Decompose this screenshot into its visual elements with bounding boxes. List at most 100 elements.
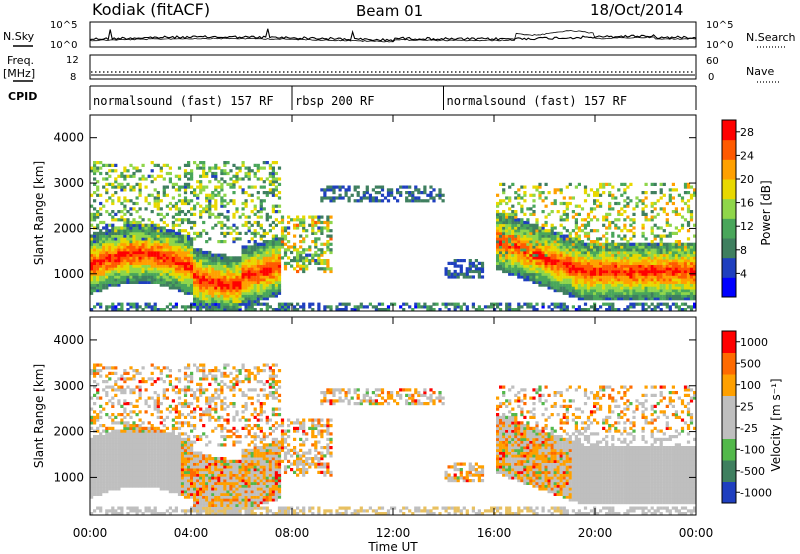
heatmap-cell xyxy=(499,267,503,271)
heatmap-cell xyxy=(662,278,666,282)
heatmap-cell xyxy=(99,267,103,271)
heatmap-cell xyxy=(674,297,678,301)
heatmap-cell xyxy=(244,291,248,295)
heatmap-cell xyxy=(238,294,242,298)
heatmap-cell xyxy=(144,278,148,282)
heatmap-cell xyxy=(102,275,106,279)
heatmap-cell xyxy=(680,289,685,293)
heatmap-cell xyxy=(117,440,121,444)
heatmap-cell xyxy=(165,223,169,227)
heatmap-cell xyxy=(517,253,521,257)
heatmap-cell xyxy=(153,240,157,244)
heatmap-cell xyxy=(274,210,278,214)
heatmap-cell xyxy=(111,506,115,510)
heatmap-cell xyxy=(277,256,282,260)
heatmap-cell xyxy=(114,234,118,238)
heatmap-cell xyxy=(123,470,127,474)
heatmap-cell xyxy=(208,264,212,268)
heatmap-cell xyxy=(529,245,533,249)
heatmap-cell xyxy=(220,199,224,203)
heatmap-cell xyxy=(593,193,597,197)
heatmap-cell xyxy=(447,269,451,274)
heatmap-cell xyxy=(538,267,542,271)
heatmap-cell xyxy=(559,231,563,235)
heatmap-cell xyxy=(302,269,306,274)
heatmap-cell xyxy=(541,223,545,227)
heatmap-cell xyxy=(193,280,197,284)
heatmap-cell xyxy=(320,267,324,271)
heatmap-cell xyxy=(629,305,633,309)
heatmap-cell xyxy=(193,294,197,298)
heatmap-cell xyxy=(608,223,612,227)
heatmap-cell xyxy=(686,286,691,290)
heatmap-cell xyxy=(565,234,569,238)
heatmap-cell xyxy=(614,278,618,282)
heatmap-cell xyxy=(102,163,106,167)
heatmap-cell xyxy=(256,253,260,257)
heatmap-cell xyxy=(674,207,678,211)
heatmap-cell xyxy=(102,237,106,241)
heatmap-cell xyxy=(120,440,124,444)
heatmap-cell xyxy=(638,261,642,265)
heatmap-cell xyxy=(190,245,194,249)
heatmap-cell xyxy=(247,220,251,225)
heatmap-cell xyxy=(565,275,569,279)
heatmap-cell xyxy=(668,294,672,298)
heatmap-cell xyxy=(165,171,169,176)
heatmap-cell xyxy=(277,264,282,268)
heatmap-cell xyxy=(123,454,127,458)
heatmap-cell xyxy=(144,242,148,246)
heatmap-cell xyxy=(329,267,333,271)
heatmap-cell xyxy=(480,261,485,265)
heatmap-cell xyxy=(617,269,621,274)
heatmap-cell xyxy=(302,264,306,268)
heatmap-cell xyxy=(599,250,603,255)
heatmap-cell xyxy=(199,261,203,265)
heatmap-cell xyxy=(111,231,115,235)
heatmap-cell xyxy=(196,269,200,274)
heatmap-cell xyxy=(308,223,312,227)
heatmap-cell xyxy=(647,269,651,274)
heatmap-cell xyxy=(202,267,206,271)
heatmap-cell xyxy=(217,253,221,257)
heatmap-cell xyxy=(211,264,215,268)
heatmap-cell xyxy=(623,272,627,276)
heatmap-cell xyxy=(656,267,660,271)
heatmap-cell xyxy=(326,248,330,252)
heatmap-cell xyxy=(120,210,124,214)
heatmap-cell xyxy=(508,196,512,200)
heatmap-cell xyxy=(211,226,215,230)
heatmap-cell xyxy=(674,302,678,306)
heatmap-cell xyxy=(659,308,663,312)
heatmap-cell xyxy=(135,264,139,268)
heatmap-cell xyxy=(277,182,282,186)
heatmap-cell xyxy=(247,177,251,181)
heatmap-cell xyxy=(274,294,278,298)
heatmap-cell xyxy=(620,212,624,216)
heatmap-cell xyxy=(562,308,566,312)
heatmap-cell xyxy=(638,253,642,257)
heatmap-cell xyxy=(99,506,103,510)
heatmap-cell xyxy=(571,291,575,295)
heatmap-cell xyxy=(390,302,394,306)
heatmap-cell xyxy=(450,302,454,306)
heatmap-cell xyxy=(111,426,115,430)
heatmap-cell xyxy=(674,269,678,274)
heatmap-cell xyxy=(259,248,263,252)
heatmap-cell xyxy=(638,242,642,246)
heatmap-cell xyxy=(674,275,678,279)
heatmap-cell xyxy=(538,275,542,279)
heatmap-cell xyxy=(126,245,130,249)
heatmap-cell xyxy=(508,242,512,246)
heatmap-cell xyxy=(108,169,112,173)
heatmap-cell xyxy=(611,272,615,276)
heatmap-cell xyxy=(208,237,212,241)
heatmap-cell xyxy=(265,291,269,295)
heatmap-cell xyxy=(117,185,121,189)
heatmap-cell xyxy=(680,223,685,227)
heatmap-cell xyxy=(99,269,103,274)
heatmap-cell xyxy=(117,470,121,474)
heatmap-cell xyxy=(386,199,391,203)
heatmap-cell xyxy=(568,264,572,268)
heatmap-cell xyxy=(202,289,206,293)
